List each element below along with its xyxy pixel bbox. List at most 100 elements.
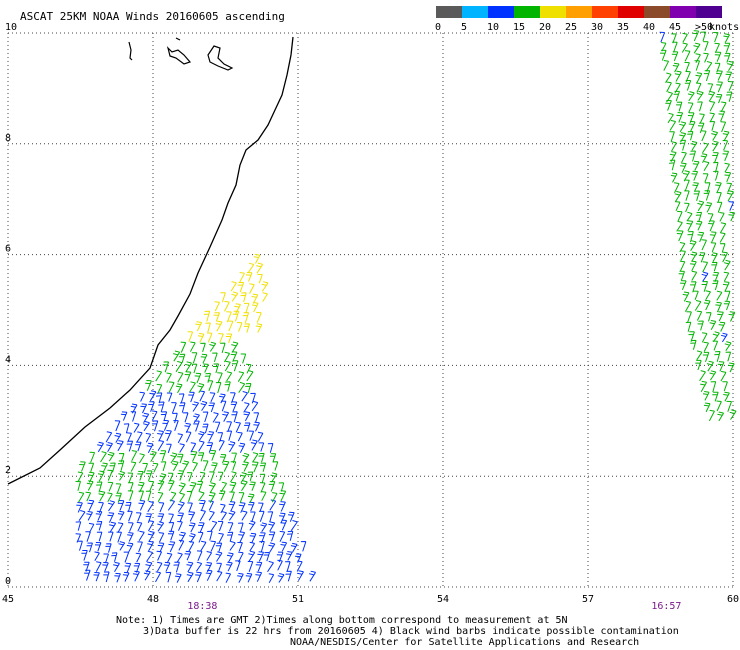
wind-barb	[85, 531, 91, 542]
wind-barb	[723, 271, 730, 282]
wind-barb	[197, 452, 205, 462]
wind-barb	[222, 411, 230, 422]
wind-barb	[720, 332, 728, 343]
wind-barb	[695, 53, 701, 64]
wind-barb	[225, 572, 232, 583]
wind-barb	[704, 182, 711, 193]
wind-barb	[692, 182, 699, 192]
wind-barb	[277, 573, 285, 583]
wind-barb	[719, 222, 727, 233]
wind-barb	[159, 473, 167, 484]
wind-barb	[690, 140, 698, 151]
wind-barb	[703, 190, 711, 201]
wind-barb	[728, 362, 735, 373]
wind-barb	[175, 573, 182, 583]
latitude-label: 2	[5, 465, 11, 476]
wind-barb	[107, 469, 113, 481]
longitude-label: 45	[2, 594, 14, 605]
wind-barb	[712, 152, 719, 163]
wind-barb	[173, 350, 181, 362]
wind-barb	[205, 322, 211, 333]
wind-barb	[138, 490, 144, 501]
wind-barb	[722, 130, 730, 141]
wind-barb	[168, 522, 175, 533]
legend-swatch-gt50	[696, 6, 722, 18]
wind-barb	[701, 281, 708, 292]
wind-barb	[703, 299, 711, 311]
wind-barb	[106, 442, 113, 452]
wind-barb	[673, 90, 680, 102]
latitude-label: 4	[5, 354, 11, 365]
wind-barb	[272, 461, 279, 471]
wind-barb	[695, 72, 703, 84]
wind-barb	[251, 461, 259, 473]
wind-barb	[217, 432, 224, 443]
wind-barb	[690, 339, 697, 350]
wind-barb	[217, 520, 224, 532]
note-line-3: NOAA/NESDIS/Center for Satellite Applica…	[290, 637, 639, 648]
wind-barb	[716, 201, 723, 213]
wind-barb	[223, 351, 231, 363]
wind-barb	[709, 320, 717, 330]
wind-barb	[145, 490, 152, 502]
legend-tick-label: 20	[539, 22, 551, 33]
wind-barb	[138, 530, 145, 542]
wind-barb	[717, 311, 724, 322]
wind-barb	[287, 530, 294, 541]
wind-barb	[163, 561, 171, 572]
wind-barb	[295, 553, 302, 563]
wind-barb	[216, 562, 222, 573]
wind-barb	[249, 481, 256, 491]
wind-barb	[674, 190, 682, 202]
wind-barb	[97, 441, 104, 453]
wind-barb	[271, 492, 278, 503]
wind-barb	[128, 522, 134, 532]
wind-barb	[700, 153, 708, 163]
wind-barb	[702, 142, 709, 154]
wind-barb	[688, 120, 696, 132]
wind-barb	[225, 333, 233, 344]
wind-barb	[187, 331, 194, 342]
wind-barb	[700, 380, 708, 393]
wind-barb	[219, 393, 226, 404]
wind-barb	[665, 100, 672, 111]
note-line-2: 3)Data buffer is 22 hrs from 20160605 4)…	[143, 626, 679, 637]
wind-barb	[188, 522, 196, 533]
wind-barb	[143, 570, 151, 581]
wind-barb	[198, 522, 205, 533]
wind-barb	[279, 490, 287, 502]
wind-barb	[208, 482, 216, 494]
wind-barb	[669, 151, 677, 162]
wind-barb	[187, 502, 193, 513]
wind-barb	[77, 540, 83, 551]
wind-barb	[115, 483, 122, 494]
legend-tick-label: 10	[487, 22, 499, 33]
wind-barb	[280, 541, 288, 552]
wind-barb	[723, 300, 731, 311]
wind-barb	[213, 312, 220, 322]
wind-barb	[95, 561, 102, 572]
wind-barb	[109, 462, 116, 473]
wind-barb	[712, 391, 719, 402]
wind-barb	[147, 500, 155, 513]
wind-barb	[703, 52, 709, 63]
legend-tick-label: 40	[643, 22, 655, 33]
wind-barb	[694, 60, 700, 71]
wind-barb	[725, 71, 733, 81]
wind-barb	[244, 302, 250, 314]
wind-barb	[713, 170, 719, 181]
wind-barb	[182, 460, 190, 472]
longitude-label: 57	[582, 594, 594, 605]
wind-barb	[717, 361, 725, 372]
wind-barb	[726, 400, 732, 412]
wind-barb	[663, 60, 670, 71]
wind-barb	[105, 543, 112, 553]
wind-barb	[209, 341, 217, 352]
wind-barb	[684, 80, 692, 91]
wind-barb	[89, 451, 96, 463]
wind-barb	[198, 440, 205, 452]
wind-barb	[215, 382, 222, 394]
wind-barb	[699, 370, 706, 382]
wind-barb	[713, 32, 719, 43]
